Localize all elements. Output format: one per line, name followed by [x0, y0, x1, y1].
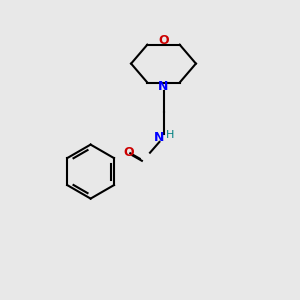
Text: N: N: [158, 80, 169, 93]
Text: O: O: [123, 146, 134, 159]
Text: H: H: [166, 130, 174, 140]
Text: O: O: [158, 34, 169, 47]
Text: N: N: [154, 131, 165, 144]
